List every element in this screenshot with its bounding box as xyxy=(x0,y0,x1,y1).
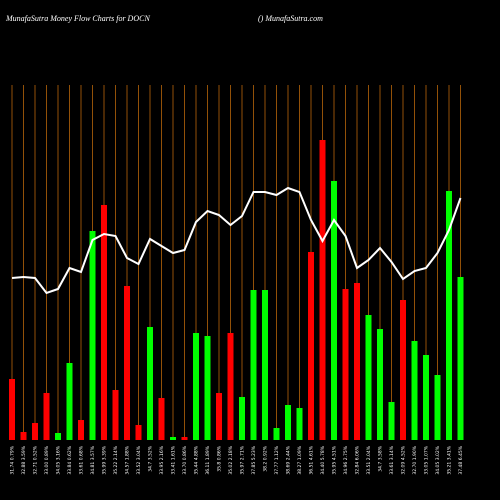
bar xyxy=(193,333,199,440)
bar xyxy=(147,327,153,440)
x-tick-label: 34.7 3.58% xyxy=(378,445,384,471)
x-tick-label: 34.81 3.57% xyxy=(90,445,96,474)
x-tick-label: 34.7 3.52% xyxy=(148,445,154,471)
x-tick-label: 35.02 2.18% xyxy=(228,445,234,474)
x-tick-label: 38.69 2.44% xyxy=(286,445,292,474)
x-tick-label: 38.27 1.09% xyxy=(297,445,303,474)
x-tick-label: 33.00 0.89% xyxy=(44,445,50,474)
bar xyxy=(20,432,27,440)
x-tick-label: 33.52 3.04% xyxy=(136,445,142,474)
x-tick-label: 33.61 3.14% xyxy=(389,445,395,474)
chart-title: MunafaSutra Money Flow Charts for DOCN xyxy=(5,14,150,23)
bar xyxy=(319,140,326,440)
bar xyxy=(216,393,222,440)
bar xyxy=(55,433,61,440)
bar xyxy=(377,329,383,440)
x-tick-label: 35.97 2.71% xyxy=(240,445,246,474)
x-tick-label: 34.96 2.75% xyxy=(343,445,349,474)
bar xyxy=(308,252,314,440)
x-tick-label: 38.2 0.92% xyxy=(263,445,269,471)
bar xyxy=(273,428,280,440)
bar xyxy=(434,375,441,440)
x-tick-label: 33.51 2.04% xyxy=(366,445,372,474)
x-tick-label: 33.95 2.16% xyxy=(159,445,165,474)
x-tick-label: 32.88 3.59% xyxy=(21,445,27,474)
x-tick-label: 32.09 4.52% xyxy=(401,445,407,474)
x-tick-label: 35.95 4.51% xyxy=(332,445,338,474)
x-tick-label: 34.57 1.88% xyxy=(125,445,131,474)
bar xyxy=(411,341,418,440)
bar xyxy=(250,290,257,440)
x-tick-label: 34.05 3.16% xyxy=(56,445,62,474)
bar xyxy=(423,355,429,440)
bar xyxy=(204,336,211,440)
bar xyxy=(354,283,360,440)
bar xyxy=(181,437,188,440)
bar xyxy=(43,393,50,440)
x-tick-label: 32.84 6.06% xyxy=(355,445,361,474)
x-tick-label: 33.84 0.62% xyxy=(67,445,73,474)
x-tick-label: 35.8 0.86% xyxy=(217,445,223,471)
bar xyxy=(342,289,349,440)
x-tick-label: 37.48 6.45% xyxy=(458,445,464,474)
x-tick-label: 37.85 5.23% xyxy=(251,445,257,474)
bar xyxy=(89,231,96,440)
bar xyxy=(331,181,337,440)
bar xyxy=(457,277,464,440)
price-line xyxy=(11,186,462,295)
bar xyxy=(285,405,291,440)
x-tick-label: 35.21 3.41% xyxy=(447,445,453,474)
x-tick-label: 35.99 3.39% xyxy=(102,445,108,474)
bar xyxy=(32,423,38,440)
bar xyxy=(170,437,176,440)
bar xyxy=(135,425,142,440)
bar xyxy=(66,363,73,440)
bar xyxy=(388,402,395,440)
x-tick-label: 37.77 1.12% xyxy=(274,445,280,474)
bar xyxy=(446,191,452,440)
bar xyxy=(101,205,107,440)
bar xyxy=(158,398,165,440)
bar xyxy=(262,290,268,440)
bar xyxy=(239,397,245,440)
bar xyxy=(365,315,372,440)
x-tick-label: 33.05 1.07% xyxy=(424,445,430,474)
bar xyxy=(124,286,130,440)
x-tick-label: 33.41 1.61% xyxy=(171,445,177,474)
x-tick-label: 34.40 5.78% xyxy=(320,445,326,474)
bar xyxy=(296,408,303,440)
x-tick-label: 32.71 0.52% xyxy=(33,445,39,474)
bar xyxy=(78,420,84,440)
x-tick-label: 32.70 1.90% xyxy=(412,445,418,474)
bar xyxy=(112,390,119,440)
x-tick-label: 36.11 1.89% xyxy=(205,445,211,474)
x-tick-label: 34.05 3.02% xyxy=(435,445,441,474)
x-tick-label: 35.44 4.88% xyxy=(194,445,200,474)
x-tick-label: 31.74 0.79% xyxy=(10,445,16,474)
x-tick-label: 36.51 4.61% xyxy=(309,445,315,474)
bar xyxy=(400,300,406,440)
x-tick-label: 33.61 0.68% xyxy=(79,445,85,474)
bar xyxy=(227,333,234,440)
x-tick-label: 33.70 0.86% xyxy=(182,445,188,474)
bar xyxy=(9,379,15,440)
chart-subtitle: () MunafaSutra.com xyxy=(258,14,323,23)
x-tick-label: 35.22 2.14% xyxy=(113,445,119,474)
